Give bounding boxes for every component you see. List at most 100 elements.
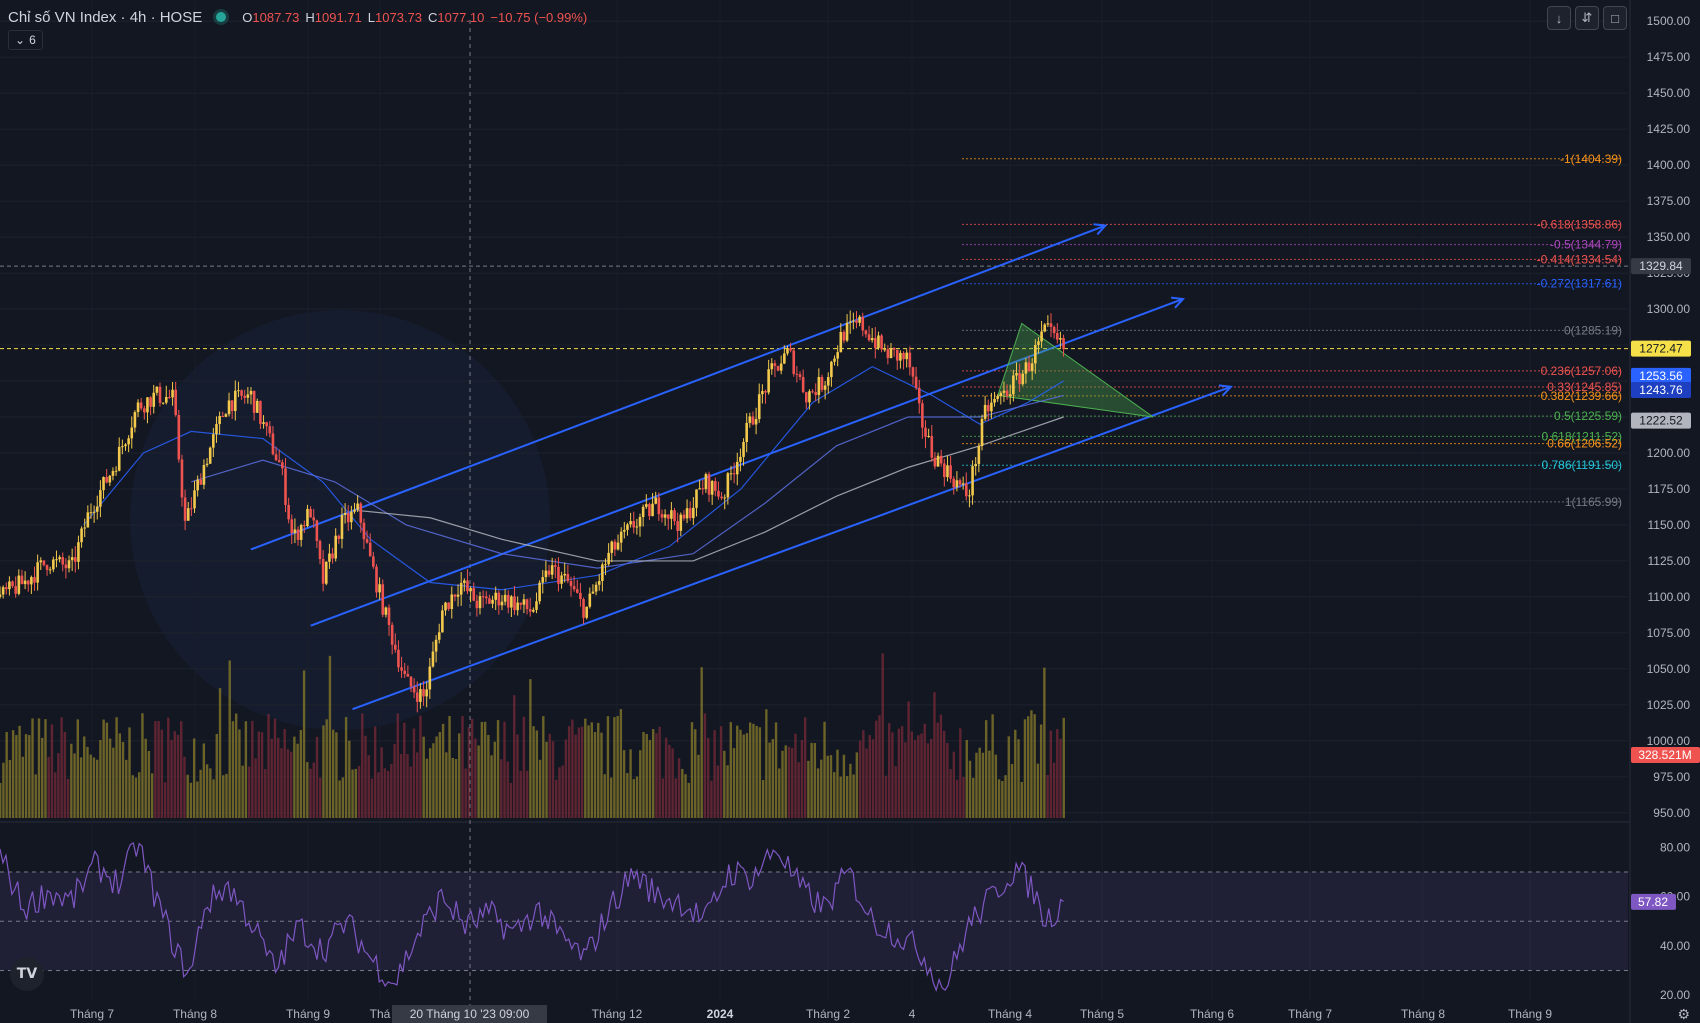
volume-bar	[512, 695, 516, 818]
candle-body	[786, 348, 789, 354]
candle-body	[855, 320, 858, 323]
candle-body	[255, 400, 259, 413]
fib-level-label: -0.618(1358.86)	[1537, 217, 1622, 231]
candle-body	[146, 397, 149, 413]
candle-body	[174, 389, 177, 416]
price-tick-label: 1175.00	[1648, 482, 1691, 496]
volume-bar	[975, 752, 978, 818]
candle-body	[1052, 326, 1056, 334]
candle-body	[33, 577, 36, 583]
candle-body	[814, 392, 818, 396]
volume-bar	[419, 715, 422, 818]
volume-bar	[422, 736, 425, 818]
candle-body	[337, 535, 341, 539]
candle-body	[547, 570, 551, 575]
candle-body	[1055, 333, 1059, 340]
candle-body	[284, 468, 287, 505]
indicators-toggle-button[interactable]: ⌄ 6	[8, 30, 43, 50]
candle-body	[924, 427, 927, 437]
volume-bar	[28, 735, 31, 818]
channel-arrow-head	[1093, 223, 1108, 236]
candle-body	[510, 596, 513, 608]
price-badge-label: 1253.56	[1639, 369, 1683, 383]
candle-body	[83, 527, 87, 529]
volume-bar	[755, 725, 758, 818]
candle-body	[130, 427, 134, 439]
candle-body	[921, 403, 924, 428]
candle-body	[394, 644, 397, 650]
volume-bar	[917, 735, 920, 818]
candle-body	[121, 446, 124, 448]
volume-bar	[716, 765, 720, 818]
volume-bar	[600, 732, 603, 818]
candle-body	[202, 464, 206, 485]
volume-bar	[1030, 710, 1033, 818]
volume-bar	[752, 723, 755, 818]
volume-bar	[299, 729, 303, 818]
volume-bar	[199, 769, 202, 818]
volume-bar	[192, 738, 196, 818]
candle-body	[1024, 362, 1028, 374]
volume-bar	[965, 739, 968, 818]
candle-body	[92, 511, 96, 513]
candle-body	[86, 512, 90, 528]
candle-body	[168, 396, 171, 398]
volume-bar	[875, 720, 878, 818]
symbol-title[interactable]: Chỉ số VN Index · 4h · HOSE	[8, 8, 203, 26]
volume-bar	[897, 728, 901, 818]
volume-bar	[603, 774, 606, 818]
volume-bar	[904, 742, 907, 818]
collapse-icon[interactable]: ⇵	[1575, 6, 1599, 30]
candle-body	[196, 479, 199, 491]
volume-bar	[736, 725, 739, 818]
chart-header: Chỉ số VN Index · 4h · HOSE O 1087.73 H …	[8, 6, 587, 28]
candle-body	[591, 591, 595, 594]
volume-bar	[267, 714, 270, 818]
volume-bar	[354, 768, 357, 818]
candle-body	[503, 594, 507, 602]
candle-body	[1005, 390, 1009, 397]
download-icon[interactable]: ↓	[1547, 6, 1571, 30]
candle-body	[381, 584, 385, 615]
candle-body	[588, 593, 592, 607]
candle-body	[688, 508, 692, 519]
candle-body	[419, 689, 422, 702]
time-tick-label: Tháng 6	[1190, 1007, 1234, 1021]
time-tick-label: Tháng 9	[1508, 1007, 1552, 1021]
price-tick-label: 950.00	[1653, 806, 1690, 820]
volume-bar	[409, 766, 412, 818]
volume-bar	[92, 757, 96, 818]
volume-bar	[694, 729, 697, 818]
volume-bar	[1062, 717, 1065, 818]
candle-body	[525, 599, 529, 610]
volume-bar	[571, 719, 574, 818]
candle-body	[955, 480, 959, 488]
tradingview-logo-icon[interactable]: TV	[10, 957, 44, 991]
open-label: O	[242, 9, 253, 25]
volume-bar	[577, 727, 581, 818]
volume-bar	[858, 740, 862, 818]
volume-bar	[1026, 716, 1030, 818]
indicator-count: 6	[29, 33, 36, 47]
candle-body	[1059, 337, 1062, 340]
gear-icon[interactable]: ⚙	[1677, 1006, 1690, 1022]
candle-body	[271, 433, 275, 455]
volume-bar	[396, 713, 400, 818]
candle-body	[290, 519, 294, 533]
volume-bar	[842, 754, 846, 818]
close-label: C	[428, 9, 438, 25]
candle-body	[616, 542, 620, 550]
volume-bar	[1007, 736, 1010, 818]
volume-bar	[1052, 762, 1056, 818]
candle-body	[227, 400, 231, 415]
candle-body	[444, 602, 447, 611]
candle-body	[585, 606, 588, 618]
candle-body	[1, 587, 5, 595]
candle-body	[233, 390, 237, 412]
candle-body	[494, 592, 497, 600]
fullscreen-icon[interactable]: □	[1603, 6, 1627, 30]
candle-body	[353, 509, 356, 512]
triangle-pattern	[997, 322, 1154, 418]
volume-bar	[503, 721, 506, 818]
